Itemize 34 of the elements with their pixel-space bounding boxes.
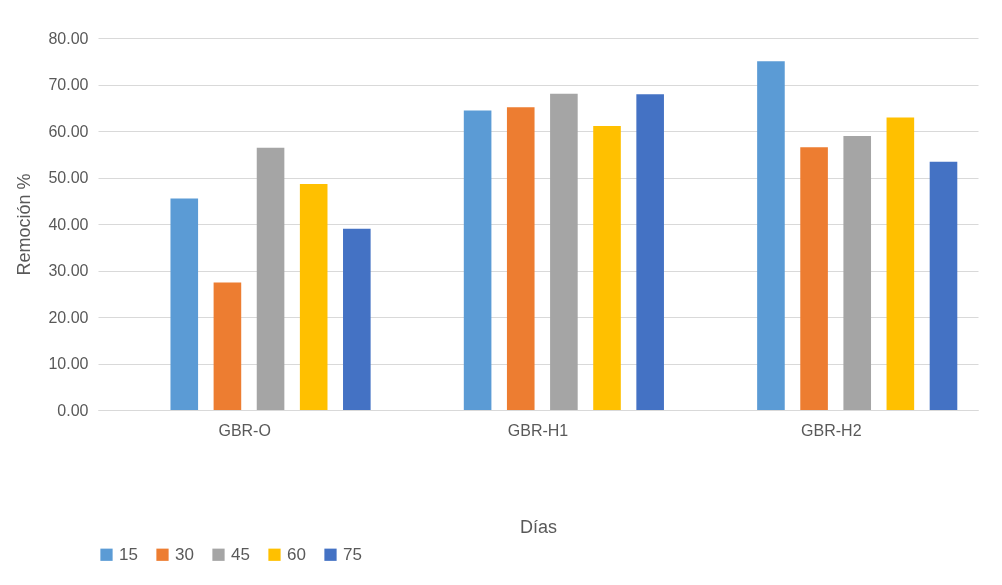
- x-tick-label: GBR-O: [218, 421, 271, 439]
- bar: [299, 184, 328, 410]
- bar: [757, 61, 785, 410]
- y-tick-label: 40.00: [48, 215, 89, 233]
- y-axis-title: Remoción %: [14, 173, 35, 276]
- bar: [843, 136, 872, 410]
- x-tick-label: GBR-H1: [507, 421, 569, 439]
- bar: [636, 94, 664, 410]
- y-tick-label: 80.00: [48, 29, 89, 47]
- legend-label: 30: [175, 544, 194, 564]
- y-tick-label: 50.00: [48, 169, 89, 186]
- y-tick-label: 10.00: [48, 355, 89, 372]
- bar: [463, 110, 492, 410]
- bar: [506, 107, 535, 410]
- bar: [213, 282, 242, 410]
- bar: [256, 147, 285, 410]
- legend-label: 75: [343, 544, 362, 564]
- y-tick-label: 60.00: [48, 122, 89, 140]
- x-tick-label: GBR-H2: [801, 421, 862, 439]
- bar: [550, 93, 578, 410]
- legend-label: 60: [287, 544, 306, 564]
- bar: [593, 125, 621, 410]
- bar: [929, 161, 958, 410]
- y-tick-label: 0.00: [57, 401, 89, 419]
- bar: [343, 228, 371, 410]
- bar: [800, 147, 828, 410]
- legend-label: 15: [119, 544, 138, 564]
- y-tick-label: 20.00: [48, 308, 89, 326]
- y-tick-label: 70.00: [48, 76, 89, 93]
- y-tick-label: 30.00: [48, 262, 89, 279]
- legend-label: 45: [231, 544, 250, 564]
- bar: [886, 117, 915, 410]
- x-axis-title: Días: [519, 516, 558, 537]
- bar: [170, 198, 199, 410]
